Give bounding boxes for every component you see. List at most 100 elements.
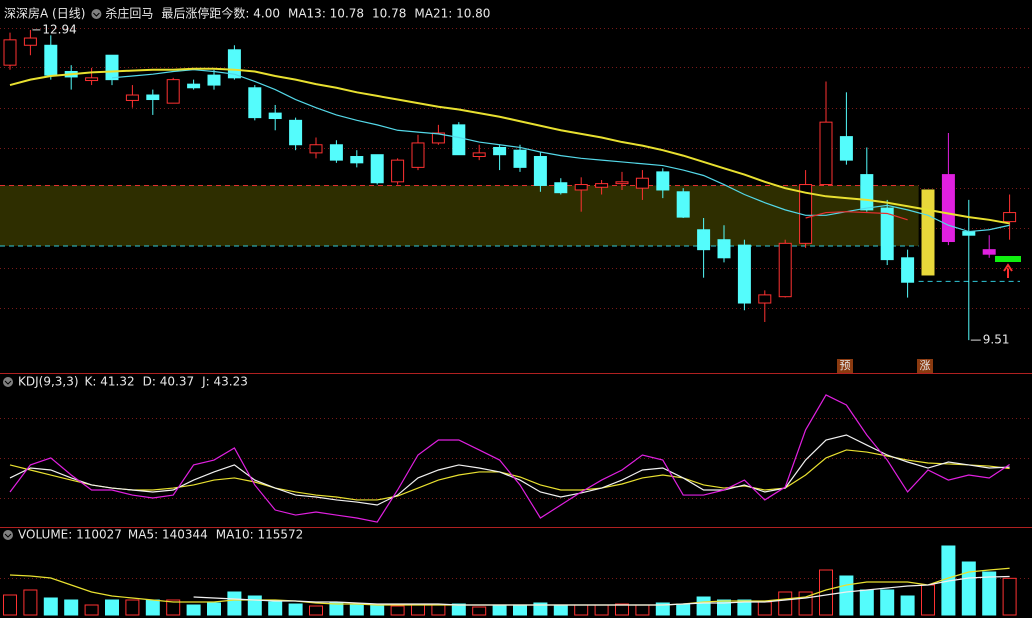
volume-bar bbox=[288, 603, 303, 616]
volume-bar bbox=[23, 589, 38, 616]
series-line bbox=[111, 69, 1010, 233]
volume-bar bbox=[472, 606, 487, 616]
volume-bar bbox=[451, 603, 466, 616]
candle-body bbox=[1003, 212, 1017, 223]
candle-body bbox=[289, 119, 303, 146]
candle-body bbox=[350, 156, 364, 164]
candle-body bbox=[268, 112, 282, 120]
candle-body bbox=[105, 54, 119, 81]
series-line bbox=[9, 394, 1010, 523]
dropdown-icon bbox=[3, 530, 13, 540]
legend-entry: 10.78 bbox=[372, 7, 406, 21]
volume-bar bbox=[227, 591, 242, 616]
candle-body bbox=[880, 207, 894, 261]
volume-bar bbox=[635, 604, 650, 616]
dropdown-icon bbox=[91, 9, 102, 19]
panel-title: 深深房A (日线) bbox=[4, 6, 85, 21]
series-line bbox=[9, 449, 1010, 501]
volume-bar bbox=[819, 569, 833, 616]
volume-bar bbox=[268, 601, 283, 616]
candle-body bbox=[391, 159, 405, 183]
candle-body bbox=[411, 142, 425, 168]
volume-bar bbox=[247, 595, 262, 616]
series-line bbox=[805, 211, 908, 221]
volume-bar bbox=[594, 604, 609, 616]
volume-bar bbox=[553, 604, 568, 616]
legend-entry: MA13: 10.78 bbox=[288, 7, 364, 21]
series-line bbox=[193, 575, 1010, 606]
candle-body bbox=[146, 94, 160, 101]
series-line bbox=[9, 434, 1010, 506]
volume-bar bbox=[513, 604, 527, 616]
candle-body bbox=[452, 124, 466, 156]
volume-bar bbox=[574, 604, 589, 616]
volume-bar bbox=[309, 605, 323, 616]
candle-body bbox=[370, 154, 384, 184]
candle-body bbox=[697, 229, 711, 251]
candle-body bbox=[656, 171, 670, 191]
volume-bar bbox=[84, 604, 99, 616]
signal-bar bbox=[995, 256, 1021, 262]
candle-body bbox=[737, 244, 751, 304]
candle-body bbox=[717, 239, 731, 259]
volume-bar bbox=[615, 603, 629, 616]
indicator-name: 杀庄回马 bbox=[105, 6, 153, 21]
candle-body bbox=[3, 39, 17, 66]
candle-body bbox=[595, 183, 609, 188]
volume-bar bbox=[778, 591, 793, 616]
volume-bar bbox=[431, 604, 446, 616]
candle-body bbox=[44, 44, 58, 76]
dropdown-icon bbox=[3, 377, 13, 387]
legend-entry: D: 40.37 bbox=[143, 375, 194, 389]
volume-bar bbox=[145, 599, 160, 616]
volume-bar bbox=[880, 589, 895, 616]
candle-body bbox=[431, 132, 445, 144]
panel-title: VOLUME: 110027 bbox=[18, 528, 122, 542]
volume-bar bbox=[390, 605, 405, 616]
candle-body bbox=[125, 94, 139, 101]
volume-bar bbox=[533, 602, 548, 616]
legend-entry: K: 41.32 bbox=[85, 375, 135, 389]
zone bbox=[0, 185, 919, 247]
legend-entry: J: 43.23 bbox=[201, 375, 248, 389]
candle-body bbox=[207, 74, 221, 86]
candle-body bbox=[472, 152, 486, 158]
volume-bar bbox=[370, 603, 385, 616]
candle-body bbox=[676, 191, 690, 218]
legend-entry: MA5: 140344 bbox=[128, 528, 208, 542]
candle-body bbox=[982, 249, 996, 255]
candle-body bbox=[513, 149, 527, 168]
panel-title: KDJ(9,3,3) bbox=[18, 375, 79, 389]
dropdown-icon bbox=[93, 12, 100, 17]
signal-arrow bbox=[1003, 263, 1013, 278]
volume-bar bbox=[737, 599, 752, 616]
volume-bar bbox=[43, 597, 58, 616]
volume-bar bbox=[3, 594, 17, 616]
volume-bar bbox=[839, 575, 854, 616]
candle-body bbox=[309, 144, 323, 154]
volume-bar bbox=[961, 561, 976, 616]
candle-body bbox=[574, 184, 588, 191]
volume-bar bbox=[717, 599, 731, 616]
series-line bbox=[9, 67, 1010, 225]
legend-entry: MA10: 115572 bbox=[216, 528, 304, 542]
candle-body bbox=[533, 156, 547, 186]
candle-body bbox=[23, 37, 37, 46]
volume-bar bbox=[1002, 577, 1017, 616]
volume-bar bbox=[166, 599, 181, 616]
candle-body bbox=[554, 182, 568, 194]
volume-bar bbox=[655, 602, 670, 616]
high-label: 12.94 bbox=[42, 22, 76, 36]
volume-bar bbox=[757, 601, 772, 616]
candle-body bbox=[901, 257, 915, 283]
candle-body bbox=[635, 177, 649, 189]
volume-bar bbox=[982, 571, 997, 616]
volume-bar bbox=[921, 584, 935, 616]
candle-body bbox=[819, 121, 833, 186]
candle-body bbox=[248, 87, 262, 119]
dropdown-icon bbox=[4, 533, 12, 538]
low-label: 9.51 bbox=[983, 333, 1010, 347]
volume-bar bbox=[676, 603, 691, 616]
volume-bar bbox=[411, 603, 425, 616]
